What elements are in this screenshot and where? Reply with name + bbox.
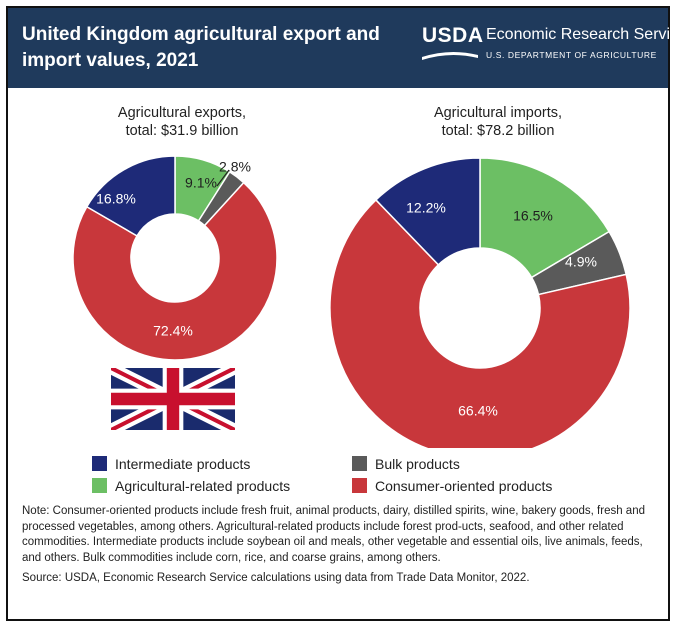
exports-label-intermediate-products: 16.8% [96, 191, 136, 207]
usda-ers-logo: USDA Economic Research Service U.S. DEPA… [422, 24, 680, 74]
imports-slice-consumer-oriented-products [329, 198, 631, 448]
legend: Intermediate products Bulk products Agri… [92, 454, 612, 498]
note-text: Note: Consumer-oriented products include… [22, 505, 645, 564]
legend-label-consumer-oriented: Consumer-oriented products [375, 478, 553, 494]
exports-slice-intermediate-products [85, 155, 176, 237]
figure-title: United Kingdom agricultural export and i… [22, 24, 380, 71]
legend-item-consumer-oriented: Consumer-oriented products [352, 476, 552, 496]
imports-label-intermediate-products: 12.2% [406, 200, 446, 216]
imports-label-consumer-oriented-products: 66.4% [458, 403, 498, 419]
exports-leader-line-bulk-products [216, 169, 230, 187]
legend-swatch-agricultural-related [92, 478, 107, 493]
agency-name: Economic Research Service [486, 26, 680, 43]
imports-title-line2: total: $78.2 billion [441, 123, 555, 139]
header-banner: United Kingdom agricultural export and i… [8, 8, 680, 88]
figure-frame: United Kingdom agricultural export and i… [6, 6, 680, 621]
usda-logo-mark: USDA [422, 24, 484, 47]
legend-item-intermediate: Intermediate products [92, 454, 250, 474]
legend-swatch-intermediate [92, 456, 107, 471]
legend-swatch-consumer-oriented [352, 478, 367, 493]
legend-label-agricultural-related: Agricultural-related products [115, 478, 291, 494]
legend-item-agricultural-related: Agricultural-related products [92, 476, 290, 496]
donut-charts: 9.1%2.8% 72.4% 16.8% 16.5% 4.9% 66.4% 12.2% [72, 155, 631, 448]
exports-slice-consumer-oriented-products [72, 181, 278, 361]
exports-label-bulk-products: 2.8% [219, 159, 251, 175]
imports-slice-intermediate-products [374, 157, 481, 266]
exports-title-line1: Agricultural exports, [117, 105, 247, 121]
usda-swoosh-icon [422, 51, 478, 60]
exports-label-consumer-oriented-products: 72.4% [153, 323, 193, 339]
exports-label-agricultural-related-products: 9.1% [185, 175, 217, 191]
uk-flag-icon [111, 368, 235, 430]
imports-label-agricultural-related-products: 16.5% [513, 208, 553, 224]
imports-label-bulk-products: 4.9% [565, 254, 597, 270]
legend-label-bulk: Bulk products [375, 456, 460, 472]
notes-section: Note: Consumer-oriented products include… [22, 504, 658, 587]
exports-chart-title: Agricultural exports, total: $31.9 billi… [82, 104, 282, 140]
legend-label-intermediate: Intermediate products [115, 456, 251, 472]
imports-slice-agricultural-related-products [479, 157, 611, 279]
legend-item-bulk: Bulk products [352, 454, 460, 474]
imports-chart-title: Agricultural imports, total: $78.2 billi… [378, 104, 618, 140]
department-name: U.S. DEPARTMENT OF AGRICULTURE [486, 50, 657, 60]
legend-swatch-bulk [352, 456, 367, 471]
exports-title-line2: total: $31.9 billion [125, 123, 239, 139]
imports-title-line1: Agricultural imports, [433, 105, 563, 121]
source-text: Source: USDA, Economic Research Service … [22, 572, 530, 584]
